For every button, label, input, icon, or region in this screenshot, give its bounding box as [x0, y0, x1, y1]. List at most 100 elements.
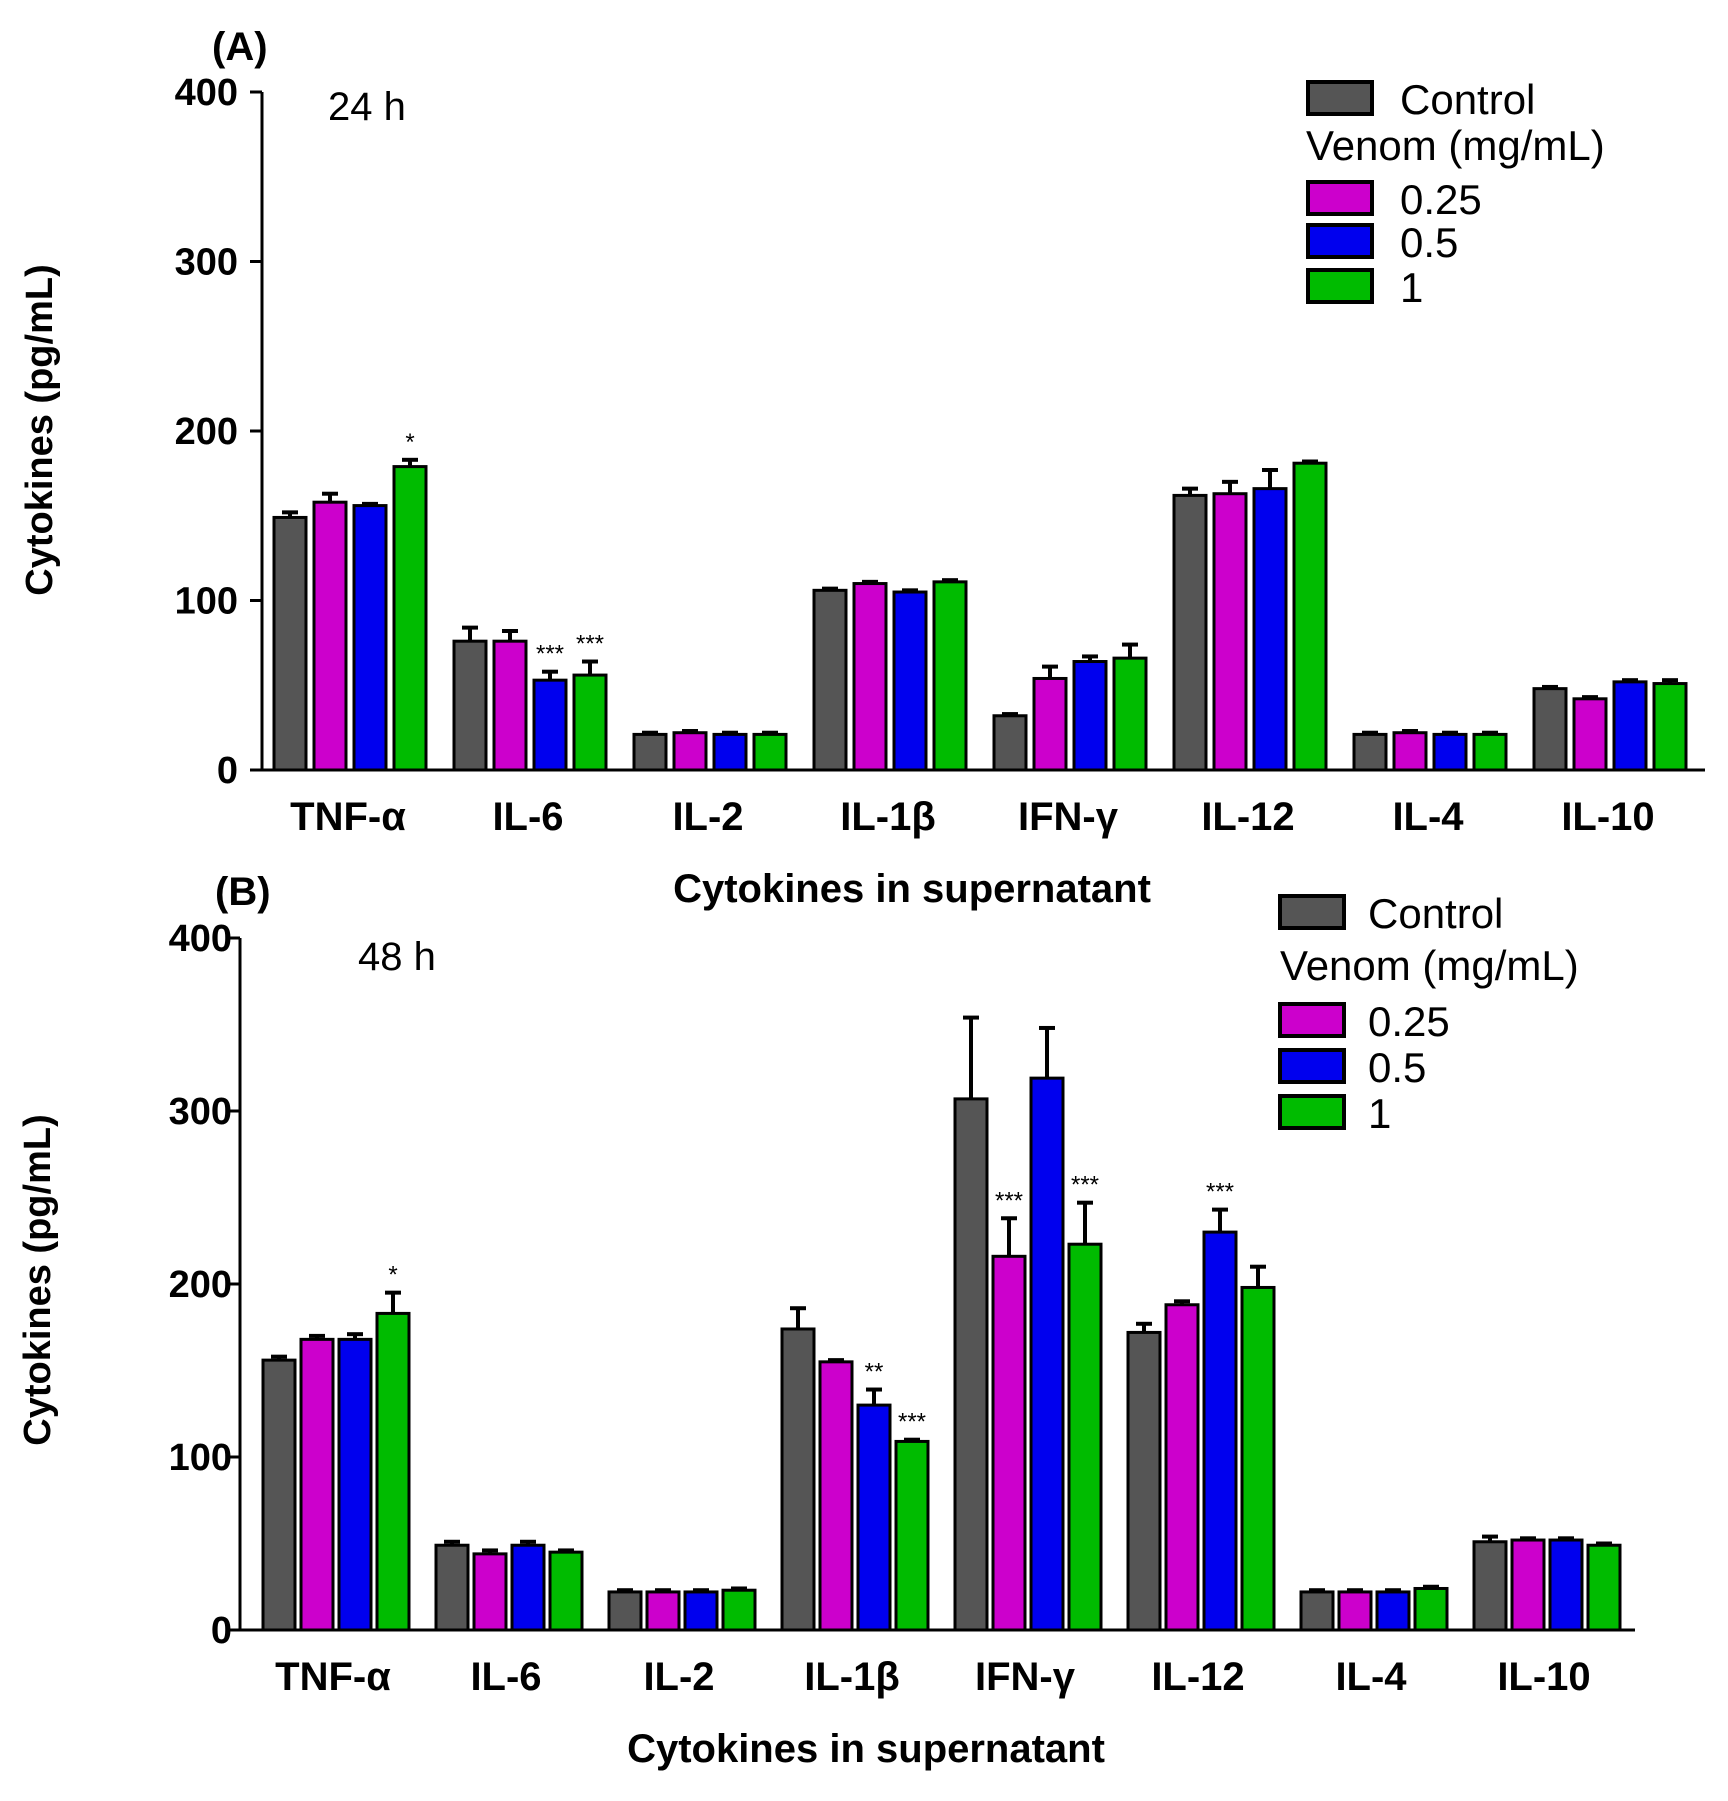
x-tick-label: IL-6: [492, 795, 563, 839]
significance-mark: *: [388, 1262, 397, 1289]
bar-1-1: [548, 1550, 584, 1632]
bar-05-0: [337, 1337, 373, 1632]
bar-05-1: [532, 678, 568, 772]
bar-1-3: [932, 580, 968, 772]
legend-swatch-0: [1278, 1002, 1346, 1038]
bar-Control-4: [992, 714, 1028, 772]
legend-swatch-2: [1278, 1094, 1346, 1130]
legend-label-1: 0.5: [1400, 219, 1458, 266]
y-tick-label: 100: [175, 581, 238, 623]
bar-05-4: [1072, 660, 1108, 772]
bar-Control-3: [780, 1327, 816, 1632]
bar-025-4: [991, 1254, 1027, 1632]
bar-1-7: [1652, 682, 1688, 772]
legend-swatch-2: [1306, 268, 1374, 304]
panel-b: (B) 48 h 0 100 200 300 400 TNF-α IL-6 IL-2 IL-1β IF…: [17, 870, 1635, 1771]
bar-Control-7: [1472, 1540, 1508, 1632]
bar-05-6: [1432, 732, 1468, 772]
legend-swatch-control: [1278, 894, 1346, 930]
bar-Control-3: [812, 588, 848, 772]
y-tick-label: 0: [211, 1610, 232, 1652]
x-tick-label: IL-4: [1335, 1655, 1407, 1699]
panel-a: (A) 24 h 0 100 200 300 400 TNF-α IL-6 IL-2 IL-1β IF…: [19, 25, 1705, 911]
legend-label-2: 1: [1368, 1090, 1391, 1137]
bar-025-6: [1337, 1590, 1373, 1632]
bar-Control-4: [953, 1097, 989, 1632]
bar-05-4: [1029, 1076, 1065, 1632]
bar-025-2: [645, 1590, 681, 1632]
legend-label-1: 0.5: [1368, 1044, 1426, 1091]
legend-group-title: Venom (mg/mL): [1306, 122, 1605, 169]
legend-swatch-0: [1306, 180, 1374, 216]
panel-label: (A): [212, 25, 268, 69]
bar-1-6: [1413, 1586, 1449, 1632]
bar-Control-2: [607, 1590, 643, 1632]
bar-1-0: [392, 465, 428, 772]
time-label: 48 h: [358, 935, 436, 979]
y-axis-title: Cytokines (pg/mL): [19, 264, 61, 595]
bar-025-4: [1032, 676, 1068, 772]
x-tick-label: IL-2: [643, 1655, 714, 1699]
x-tick-label: IFN-γ: [1018, 795, 1119, 839]
legend-swatch-1: [1278, 1048, 1346, 1084]
bar-05-3: [892, 590, 928, 772]
legend-swatch-control: [1306, 80, 1374, 116]
y-axis-title: Cytokines (pg/mL): [17, 1114, 59, 1445]
bar-Control-5: [1172, 493, 1208, 772]
bar-Control-0: [272, 515, 308, 772]
significance-mark: ***: [536, 641, 564, 668]
bar-05-7: [1548, 1538, 1584, 1632]
x-tick-label: IL-1β: [840, 795, 936, 839]
x-tick-label: IL-4: [1392, 795, 1464, 839]
legend-label-control: Control: [1368, 890, 1503, 937]
bar-025-7: [1510, 1538, 1546, 1632]
x-tick-label: IL-6: [470, 1655, 541, 1699]
bar-025-7: [1572, 697, 1608, 772]
bar-025-5: [1164, 1303, 1200, 1632]
y-tick-label: 300: [175, 242, 238, 284]
significance-mark: ***: [898, 1409, 926, 1436]
bar-025-0: [312, 500, 348, 772]
bar-025-1: [472, 1552, 508, 1632]
bar-025-3: [852, 582, 888, 772]
y-tick-label: 200: [175, 411, 238, 453]
x-axis-title: Cytokines in supernatant: [627, 1727, 1105, 1771]
bar-1-4: [1112, 656, 1148, 772]
y-tick-label: 100: [169, 1437, 232, 1479]
bar-Control-0: [261, 1358, 297, 1632]
x-tick-label: IL-12: [1151, 1655, 1244, 1699]
bar-1-5: [1292, 461, 1328, 772]
bar-1-4: [1067, 1242, 1103, 1632]
y-tick-label: 300: [169, 1091, 232, 1133]
bar-Control-7: [1532, 687, 1568, 772]
bar-Control-5: [1126, 1330, 1162, 1632]
bar-05-1: [510, 1543, 546, 1632]
bar-1-2: [721, 1588, 757, 1632]
significance-mark: ***: [1206, 1179, 1234, 1206]
bar-05-2: [683, 1590, 719, 1632]
y-tick-label: 400: [169, 918, 232, 960]
time-label: 24 h: [328, 85, 406, 129]
bar-Control-6: [1352, 732, 1388, 772]
bar-025-2: [672, 731, 708, 772]
legend-label-control: Control: [1400, 76, 1535, 123]
bar-025-6: [1392, 731, 1428, 772]
bar-025-0: [299, 1337, 335, 1632]
x-tick-label: IL-10: [1497, 1655, 1590, 1699]
bar-025-3: [818, 1360, 854, 1632]
bar-Control-1: [434, 1543, 470, 1632]
x-tick-label: IL-2: [672, 795, 743, 839]
bar-Control-2: [632, 732, 668, 772]
y-tick-label: 0: [217, 750, 238, 792]
x-tick-label: IL-12: [1201, 795, 1294, 839]
significance-mark: *: [405, 429, 414, 456]
significance-mark: ***: [576, 631, 604, 658]
significance-mark: **: [865, 1359, 884, 1386]
legend-swatch-1: [1306, 223, 1374, 259]
bar-1-0: [375, 1311, 411, 1632]
bar-1-6: [1472, 732, 1508, 772]
bar-1-2: [752, 732, 788, 772]
